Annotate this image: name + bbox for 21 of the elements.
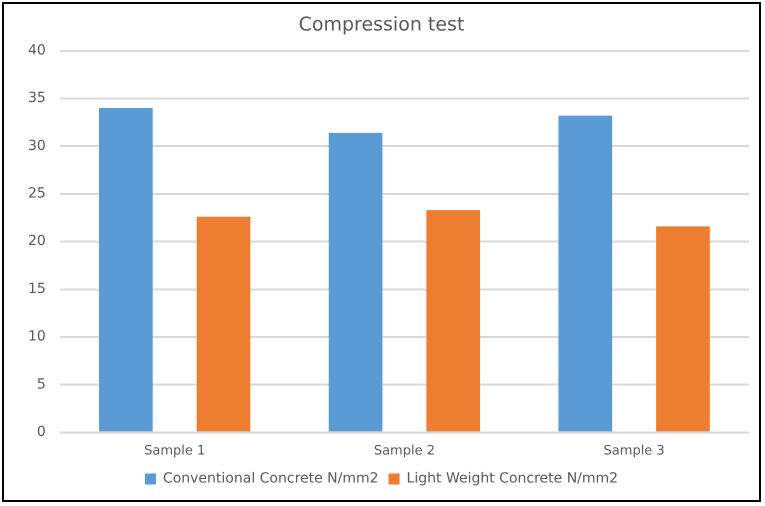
bar	[99, 108, 153, 432]
y-tick-label: 15	[28, 280, 46, 297]
x-tick-label: Sample 3	[604, 444, 665, 459]
legend-label: Light Weight Concrete N/mm2	[406, 470, 618, 487]
y-tick-label: 10	[28, 328, 46, 345]
chart-title: Compression test	[298, 13, 464, 36]
y-tick-label: 20	[28, 233, 46, 250]
y-tick-label: 30	[28, 138, 46, 154]
y-tick-label: 40	[28, 42, 46, 58]
bar	[328, 132, 382, 432]
legend-label: Conventional Concrete N/mm2	[162, 470, 379, 487]
y-tick-label: 35	[28, 90, 46, 106]
y-tick-label: 25	[28, 186, 46, 202]
bar	[558, 116, 612, 432]
y-tick-label: 5	[36, 376, 46, 392]
x-tick-label: Sample 1	[144, 444, 206, 459]
bar	[656, 226, 710, 432]
y-tick-label: 0	[36, 424, 46, 440]
x-tick-label: Sample 2	[374, 444, 435, 459]
bar	[196, 216, 250, 432]
bar	[426, 210, 480, 432]
